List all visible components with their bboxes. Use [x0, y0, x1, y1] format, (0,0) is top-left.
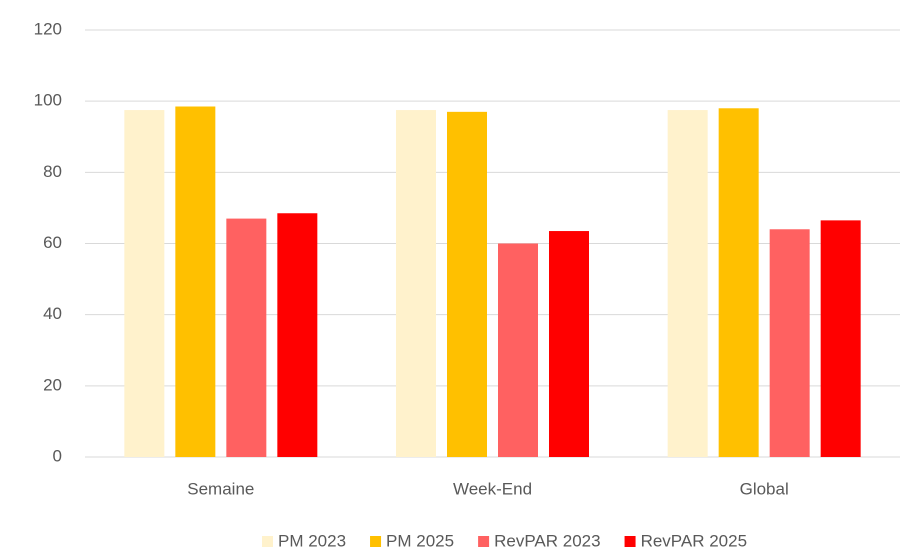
x-tick-label: Semaine — [187, 479, 254, 498]
bar — [769, 229, 810, 457]
bar — [226, 218, 267, 457]
y-tick-label: 120 — [34, 19, 62, 38]
legend-label: RevPAR 2023 — [494, 531, 600, 550]
y-tick-label: 80 — [43, 162, 62, 181]
y-tick-label: 20 — [43, 375, 62, 394]
bar — [396, 110, 436, 457]
legend-label: PM 2025 — [386, 531, 454, 550]
bar — [549, 231, 589, 457]
legend-label: RevPAR 2025 — [641, 531, 747, 550]
legend-swatch — [262, 536, 273, 547]
y-tick-label: 60 — [43, 233, 62, 252]
bar — [498, 243, 538, 457]
bar — [718, 108, 759, 458]
y-tick-label: 100 — [34, 91, 62, 110]
y-tick-label: 40 — [43, 304, 62, 323]
x-tick-label: Week-End — [453, 479, 532, 498]
bar — [124, 110, 165, 457]
y-tick-label: 0 — [53, 446, 62, 465]
bar — [447, 111, 487, 457]
bar — [277, 213, 318, 457]
x-tick-label: Global — [740, 479, 789, 498]
legend-swatch — [478, 536, 490, 547]
legend-label: PM 2023 — [278, 531, 346, 550]
bar — [820, 220, 861, 457]
legend-swatch — [370, 536, 382, 547]
legend-swatch — [624, 536, 636, 547]
bar — [175, 106, 216, 458]
bar — [667, 110, 708, 457]
